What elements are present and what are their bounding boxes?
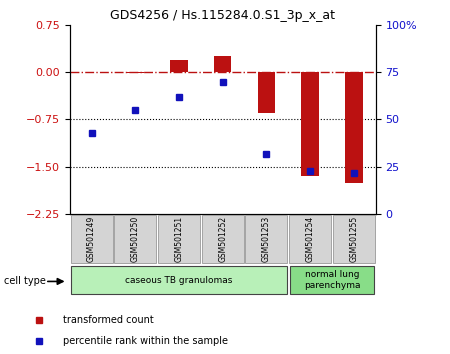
- Text: cell type: cell type: [4, 276, 46, 286]
- Bar: [114, 215, 156, 263]
- Bar: [71, 266, 287, 294]
- Text: caseous TB granulomas: caseous TB granulomas: [126, 275, 233, 285]
- Text: GSM501255: GSM501255: [349, 216, 358, 262]
- Bar: [170, 59, 188, 72]
- Bar: [158, 215, 200, 263]
- Bar: [258, 72, 275, 113]
- Bar: [289, 215, 331, 263]
- Text: percentile rank within the sample: percentile rank within the sample: [63, 336, 228, 346]
- Text: GSM501252: GSM501252: [218, 216, 227, 262]
- Bar: [214, 56, 231, 72]
- Text: GSM501253: GSM501253: [262, 216, 271, 262]
- Bar: [345, 72, 363, 183]
- Text: transformed count: transformed count: [63, 315, 154, 325]
- Text: GSM501254: GSM501254: [306, 216, 315, 262]
- Bar: [246, 215, 288, 263]
- Bar: [333, 215, 375, 263]
- Bar: [290, 266, 374, 294]
- Text: normal lung
parenchyma: normal lung parenchyma: [304, 270, 360, 290]
- Bar: [126, 72, 144, 73]
- Text: GSM501251: GSM501251: [175, 216, 184, 262]
- Text: GSM501249: GSM501249: [87, 216, 96, 262]
- Bar: [71, 215, 112, 263]
- Title: GDS4256 / Hs.115284.0.S1_3p_x_at: GDS4256 / Hs.115284.0.S1_3p_x_at: [110, 9, 335, 22]
- Text: GSM501250: GSM501250: [131, 216, 140, 262]
- Bar: [302, 72, 319, 176]
- Bar: [202, 215, 244, 263]
